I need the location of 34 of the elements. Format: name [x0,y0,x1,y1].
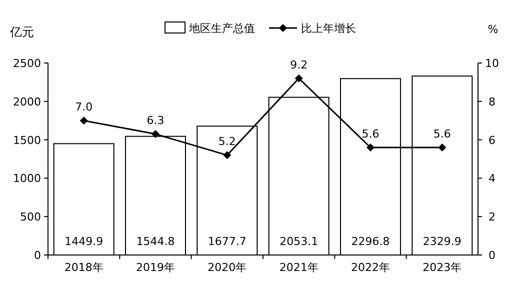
data-label: 5.6 [433,127,451,140]
y2tick: 6 [488,134,496,147]
y2label: % [488,23,498,36]
ytick: 0 [34,249,41,262]
xtick: 2022年 [351,261,390,274]
xtick: 2019年 [136,261,175,274]
ytick: 1500 [13,134,41,147]
ytick: 2000 [13,95,41,108]
data-label: 5.2 [218,135,236,148]
data-label: 2329.9 [422,235,462,248]
xtick: 2021年 [279,261,318,274]
data-label: 1677.7 [208,235,246,248]
ytick: 2500 [13,57,41,70]
data-label: 5.6 [362,127,380,140]
xtick: 2020年 [208,261,247,274]
y2tick: 2 [488,210,496,224]
y2tick: 0 [488,249,496,262]
data-label: 9.2 [290,58,308,72]
ylabel: 亿元 [10,25,34,39]
ytick: 500 [20,210,41,224]
data-label: 6.3 [146,114,164,128]
legend-label: 比上年增长 [301,22,356,35]
xtick: 2023年 [422,261,462,274]
data-label: 2296.8 [351,235,390,248]
y2tick: 4 [488,172,496,186]
data-label: 7.0 [75,100,93,114]
data-label: 1449.9 [64,235,104,248]
y2tick: 10 [485,57,499,70]
legend-label: 地区生产总值 [189,22,255,35]
xtick: 2018年 [64,261,104,274]
y2tick: 8 [488,95,496,108]
ytick: 1000 [13,172,41,186]
data-label: 2053.1 [280,235,318,248]
data-label: 1544.8 [136,235,175,248]
